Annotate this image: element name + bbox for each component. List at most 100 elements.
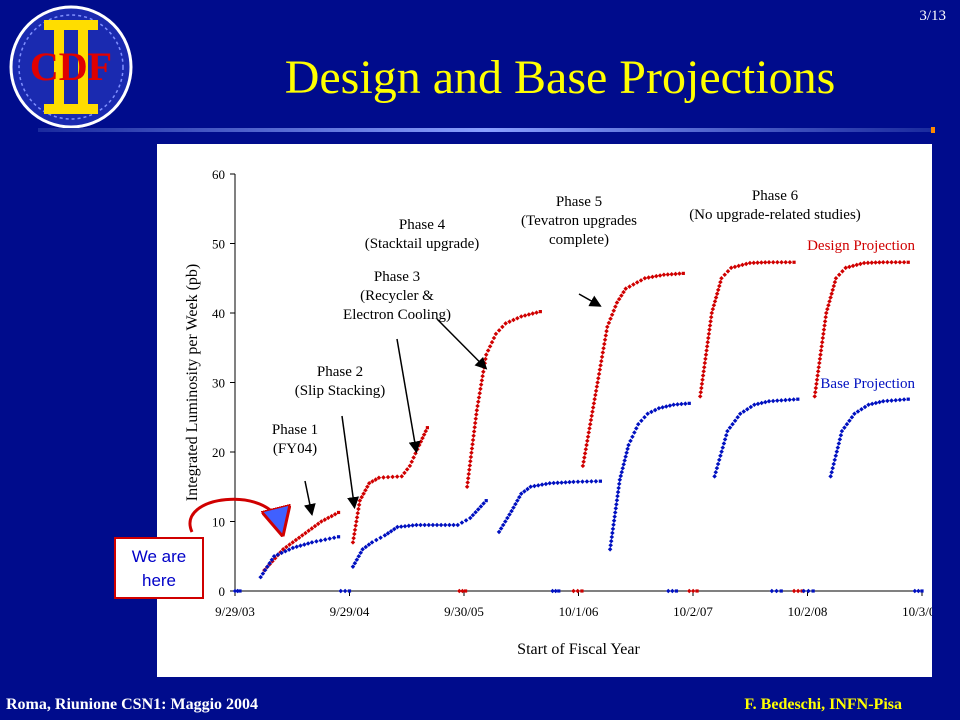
footer-left: Roma, Riunione CSN1: Maggio 2004 [6,696,259,713]
zero-baseline-point [779,589,783,593]
base-projection-point [598,479,602,483]
design-projection-point [370,479,375,484]
base-projection-point [518,491,524,496]
base-projection-point [511,505,516,510]
base-projection-point [481,501,486,506]
base-projection-point [509,508,514,514]
base-projection-point [624,450,629,456]
y-tick-label: 10 [212,515,225,530]
base-projection-point [618,473,624,479]
base-projection-point [496,529,502,535]
design-projection-point [582,455,587,460]
design-projection-point [606,320,612,326]
zero-baseline-point [670,588,675,594]
design-projection-point [423,428,429,434]
design-projection-point [474,408,480,413]
design-projection-point [483,352,489,357]
base-projection-point [620,465,625,471]
zero-baseline-point [811,589,815,593]
base-projection-point [838,432,844,438]
base-projection-point [625,446,630,452]
x-tick-label: 9/29/04 [330,604,370,619]
base-projection-point [656,405,662,411]
base-projection-point [331,535,337,540]
base-projection-point [897,397,903,403]
design-projection-point [299,533,305,538]
design-projection-point [489,339,495,345]
design-projection-point [705,339,710,345]
phase-1-label: Phase 1 [272,422,318,438]
y-tick-label: 0 [219,584,226,599]
design-projection-point [858,261,863,267]
chart-panel: 0 10 20 30 40 50 60 9/29/03 9/29/04 9/30/05 10/1/0… [157,144,932,677]
base-projection-point [721,441,727,446]
base-projection-point [584,479,590,484]
design-projection-point [587,426,592,431]
design-projection-point [582,451,588,456]
base-projection-point [869,401,875,407]
base-projection-point [525,486,530,492]
base-projection-point [513,501,518,507]
base-projection-point [426,522,432,528]
base-projection-point [723,432,729,438]
base-projection-point [683,401,688,406]
base-projection-point [873,400,879,406]
base-projection-point [901,397,907,402]
base-projection-point [615,493,620,499]
base-projection-point [622,458,627,463]
base-projection-point [279,550,284,556]
base-projection-point [735,414,740,420]
y-tick-label: 60 [212,167,225,182]
base-projection-point [617,477,623,483]
design-projection-point [500,324,505,330]
design-projection-point [530,311,535,316]
phase-4-arrow [436,318,488,370]
design-projection-point [470,437,476,443]
design-projection-point [602,337,608,342]
base-projection-point [783,397,788,403]
zero-baseline-point [801,588,807,594]
design-projection-point [365,484,370,490]
base-projection-point [906,397,910,401]
zero-baseline-point [695,589,699,593]
base-projection-point [718,453,723,459]
x-tick-label: 9/30/05 [444,604,484,619]
base-projection-point [725,428,730,434]
page-number: 3/13 [919,8,946,24]
base-projection-point [763,399,768,405]
design-projection-point [631,282,636,287]
design-projection-point [363,487,368,493]
design-projection-point [580,463,586,469]
slide-title: Design and Base Projections [284,51,836,104]
zero-baseline-point [686,588,692,594]
base-projection-point [755,401,761,407]
logo-text: CDF [30,44,112,89]
design-projection-point [650,274,655,280]
design-projection-point [836,272,842,278]
base-projection-point [621,462,626,467]
design-projection-point [623,286,629,291]
base-projection-point [849,414,855,420]
phase-2-label: (Slip Stacking) [295,383,385,399]
design-projection-point [586,430,592,435]
design-projection-point [376,475,382,480]
base-projection-point [455,522,461,528]
base-projection-point [663,404,669,409]
zero-baseline-point [575,588,580,594]
base-projection-point [517,494,522,500]
phase-3-arrow [396,338,421,454]
design-projection-point [468,454,474,460]
design-projection-point [616,296,622,302]
phase-2-label: Phase 2 [317,364,363,380]
design-projection-label: Design Projection [807,238,915,254]
base-projection-point [834,449,840,454]
design-projection-point [766,260,772,265]
base-projection-point [555,480,560,486]
base-projection-point [350,564,356,569]
phase-1-label: (FY04) [273,441,317,457]
base-projection-point [613,506,619,511]
base-projection-point [715,461,721,467]
base-projection-point [635,421,641,427]
base-projection-point [885,398,890,404]
base-projection-point [719,449,724,454]
